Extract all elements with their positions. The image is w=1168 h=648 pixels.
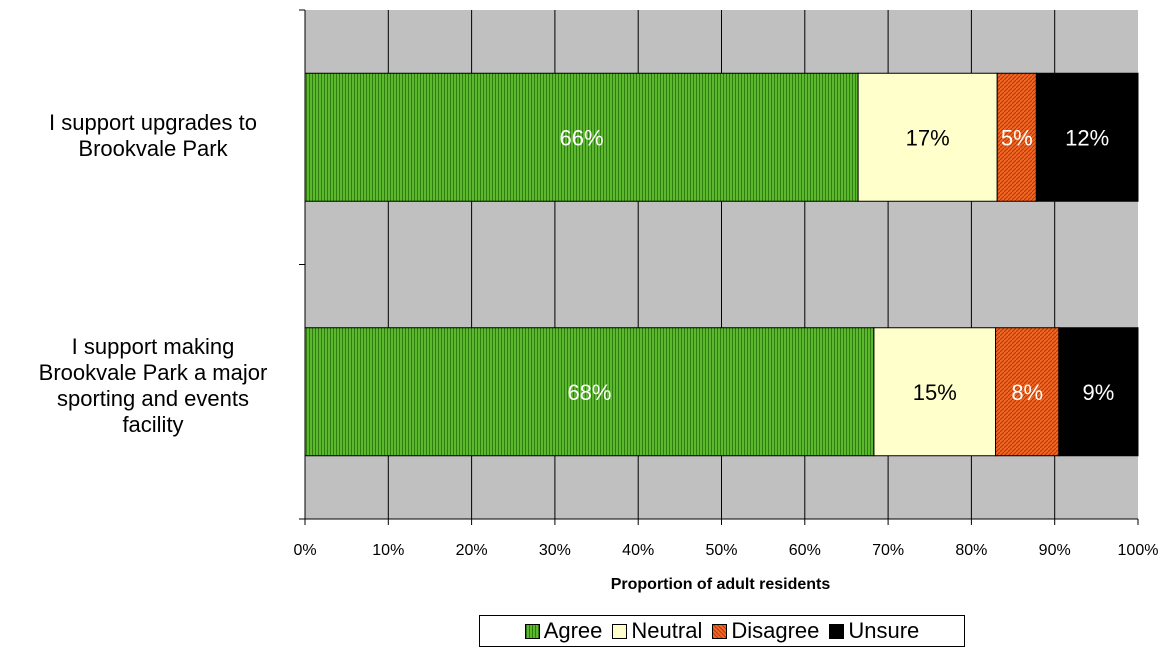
data-label: 17% (906, 125, 950, 150)
legend-label-agree: Agree (543, 618, 603, 643)
legend-item-disagree: Disagree (712, 618, 819, 644)
legend-label-neutral: Neutral (631, 618, 703, 643)
category-label-major-facility: I support making Brookvale Park a major sp… (8, 334, 298, 438)
x-tick-label: 10% (372, 542, 404, 559)
x-tick-label: 20% (456, 542, 488, 559)
data-label: 15% (913, 380, 957, 405)
legend-label-disagree: Disagree (731, 618, 820, 643)
bar-unsure (1035, 72, 1139, 202)
bar-agree (304, 327, 875, 457)
bar-disagree (995, 327, 1060, 457)
x-tick-label: 40% (622, 542, 654, 559)
data-label: 66% (560, 125, 604, 150)
legend-item-unsure: Unsure (829, 618, 919, 644)
legend-swatch-agree (524, 623, 540, 639)
bar-agree (304, 72, 859, 202)
data-label: 5% (1001, 125, 1033, 150)
bar-unsure (1058, 327, 1139, 457)
legend-swatch-neutral (612, 623, 628, 639)
legend-item-agree: Agree (524, 618, 603, 644)
bar-neutral (873, 327, 997, 457)
x-tick-label: 100% (1118, 542, 1159, 559)
data-label: 8% (1011, 380, 1043, 405)
legend-swatch-disagree (712, 623, 728, 639)
data-label: 12% (1065, 125, 1109, 150)
x-axis-title: Proportion of adult residents (611, 576, 831, 593)
category-label-text: I support making Brookvale Park a major sp… (38, 334, 268, 437)
x-tick-label: 60% (789, 542, 821, 559)
bar-disagree (996, 72, 1037, 202)
legend-swatch-unsure (829, 623, 845, 639)
category-label-text: I support upgrades to Brookvale Park (49, 110, 257, 161)
legend: Agree Neutral Disagree Unsure (479, 615, 965, 647)
x-tick-label: 90% (1039, 542, 1071, 559)
x-tick-label: 50% (705, 542, 737, 559)
x-tick-label: 30% (539, 542, 571, 559)
legend-label-unsure: Unsure (848, 618, 920, 643)
legend-item-neutral: Neutral (612, 618, 702, 644)
x-tick-label: 70% (872, 542, 904, 559)
x-tick-label: 80% (955, 542, 987, 559)
category-label-upgrades: I support upgrades to Brookvale Park (8, 110, 298, 162)
bar-neutral (857, 72, 998, 202)
x-tick-label: 0% (293, 542, 316, 559)
data-label: 9% (1083, 380, 1115, 405)
data-label: 68% (567, 380, 611, 405)
